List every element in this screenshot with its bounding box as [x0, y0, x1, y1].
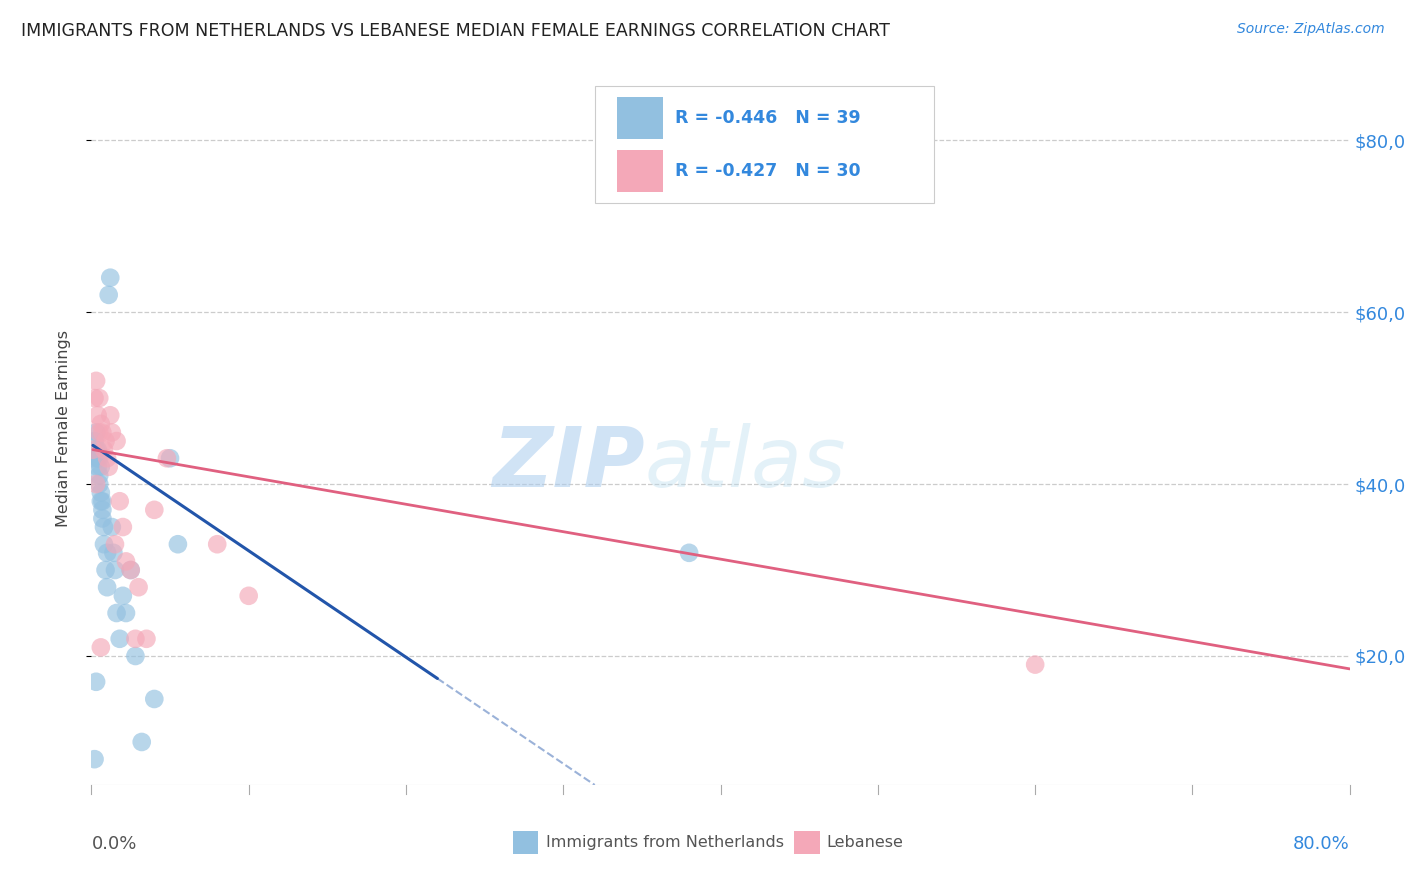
- Point: [143, 503, 166, 517]
- Point: [89, 391, 111, 405]
- Point: [124, 648, 146, 663]
- Point: [89, 477, 111, 491]
- Point: [94, 563, 117, 577]
- Point: [90, 494, 112, 508]
- Point: [84, 477, 107, 491]
- Point: [84, 674, 107, 689]
- Point: [108, 632, 131, 646]
- Point: [90, 485, 112, 500]
- Point: [93, 442, 115, 457]
- Point: [97, 288, 120, 302]
- Point: [167, 537, 190, 551]
- Point: [84, 374, 107, 388]
- Text: 0.0%: 0.0%: [91, 835, 136, 853]
- Point: [86, 409, 108, 423]
- Point: [108, 494, 131, 508]
- Point: [98, 270, 121, 285]
- Point: [93, 537, 115, 551]
- Point: [91, 511, 114, 525]
- Point: [90, 417, 112, 431]
- Point: [111, 589, 134, 603]
- Point: [96, 580, 118, 594]
- Text: Source: ZipAtlas.com: Source: ZipAtlas.com: [1237, 22, 1385, 37]
- Point: [86, 459, 108, 474]
- Point: [111, 520, 134, 534]
- Point: [97, 459, 120, 474]
- Point: [89, 425, 111, 440]
- Point: [135, 632, 157, 646]
- Point: [90, 459, 112, 474]
- Point: [96, 546, 118, 560]
- Point: [131, 735, 153, 749]
- Point: [82, 451, 104, 466]
- Point: [101, 520, 124, 534]
- Point: [101, 425, 124, 440]
- Point: [89, 468, 111, 483]
- Text: Lebanese: Lebanese: [827, 836, 904, 850]
- Text: R = -0.446   N = 39: R = -0.446 N = 39: [675, 109, 860, 127]
- Point: [91, 425, 114, 440]
- Point: [143, 692, 166, 706]
- FancyBboxPatch shape: [617, 96, 662, 139]
- Point: [104, 537, 127, 551]
- Point: [96, 451, 118, 466]
- Point: [120, 563, 142, 577]
- Point: [205, 537, 228, 551]
- Point: [159, 451, 181, 466]
- Y-axis label: Median Female Earnings: Median Female Earnings: [56, 330, 70, 526]
- Point: [105, 434, 128, 448]
- Point: [120, 563, 142, 577]
- Point: [105, 606, 128, 620]
- Text: atlas: atlas: [645, 424, 846, 504]
- Point: [98, 409, 121, 423]
- Point: [93, 520, 115, 534]
- Point: [83, 752, 105, 766]
- Point: [82, 442, 104, 457]
- Point: [86, 451, 108, 466]
- FancyBboxPatch shape: [617, 150, 662, 193]
- Point: [91, 503, 114, 517]
- FancyBboxPatch shape: [595, 86, 935, 203]
- Point: [1024, 657, 1046, 672]
- Point: [103, 546, 125, 560]
- Point: [90, 640, 112, 655]
- Point: [91, 494, 114, 508]
- Point: [83, 391, 105, 405]
- Point: [84, 425, 107, 440]
- Point: [124, 632, 146, 646]
- Point: [678, 546, 700, 560]
- Point: [115, 554, 138, 568]
- Point: [156, 451, 179, 466]
- Text: Immigrants from Netherlands: Immigrants from Netherlands: [546, 836, 783, 850]
- Point: [104, 563, 127, 577]
- Point: [89, 451, 111, 466]
- Text: 80.0%: 80.0%: [1294, 835, 1350, 853]
- Point: [238, 589, 260, 603]
- Point: [83, 434, 105, 448]
- Text: R = -0.427   N = 30: R = -0.427 N = 30: [675, 162, 860, 180]
- Point: [86, 442, 108, 457]
- Point: [115, 606, 138, 620]
- Point: [84, 442, 107, 457]
- Point: [94, 434, 117, 448]
- Text: ZIP: ZIP: [492, 424, 645, 504]
- Text: IMMIGRANTS FROM NETHERLANDS VS LEBANESE MEDIAN FEMALE EARNINGS CORRELATION CHART: IMMIGRANTS FROM NETHERLANDS VS LEBANESE …: [21, 22, 890, 40]
- Point: [128, 580, 150, 594]
